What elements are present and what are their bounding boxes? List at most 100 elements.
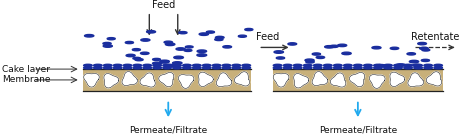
- Circle shape: [334, 67, 342, 69]
- Circle shape: [212, 64, 221, 67]
- Circle shape: [407, 53, 416, 55]
- Circle shape: [103, 67, 112, 69]
- Circle shape: [163, 67, 172, 69]
- Circle shape: [164, 41, 173, 43]
- Circle shape: [182, 67, 191, 69]
- Polygon shape: [216, 73, 232, 87]
- Text: Membrane: Membrane: [2, 75, 51, 84]
- Circle shape: [185, 46, 193, 48]
- Circle shape: [135, 59, 143, 61]
- Circle shape: [283, 64, 292, 67]
- Circle shape: [212, 67, 221, 69]
- Circle shape: [84, 35, 94, 37]
- Circle shape: [273, 67, 282, 69]
- Circle shape: [232, 67, 241, 69]
- Circle shape: [197, 50, 207, 52]
- Polygon shape: [140, 73, 155, 87]
- Circle shape: [223, 46, 232, 48]
- Circle shape: [242, 67, 251, 69]
- Circle shape: [306, 61, 314, 63]
- Circle shape: [153, 64, 162, 67]
- Circle shape: [202, 67, 211, 69]
- Circle shape: [238, 35, 246, 37]
- Circle shape: [173, 64, 181, 67]
- Polygon shape: [199, 72, 213, 86]
- Circle shape: [372, 47, 381, 49]
- Circle shape: [424, 67, 432, 69]
- Polygon shape: [234, 72, 249, 86]
- Polygon shape: [426, 72, 442, 86]
- Circle shape: [344, 64, 352, 67]
- Circle shape: [384, 64, 392, 67]
- Circle shape: [323, 67, 332, 69]
- Circle shape: [173, 62, 182, 64]
- Circle shape: [410, 60, 419, 63]
- Circle shape: [103, 64, 112, 67]
- Polygon shape: [330, 73, 346, 87]
- Circle shape: [192, 67, 201, 69]
- Circle shape: [303, 64, 312, 67]
- Circle shape: [394, 64, 402, 67]
- Circle shape: [206, 31, 214, 33]
- Circle shape: [113, 67, 122, 69]
- Polygon shape: [122, 72, 137, 86]
- Circle shape: [141, 39, 150, 41]
- Circle shape: [232, 64, 241, 67]
- Circle shape: [140, 52, 149, 54]
- Circle shape: [176, 48, 185, 50]
- Circle shape: [312, 53, 320, 55]
- Circle shape: [283, 67, 292, 69]
- Circle shape: [396, 64, 406, 66]
- Circle shape: [344, 67, 352, 69]
- Text: Permeate/Filtrate: Permeate/Filtrate: [129, 125, 208, 134]
- Circle shape: [126, 54, 135, 57]
- Circle shape: [337, 44, 346, 47]
- Circle shape: [376, 64, 386, 67]
- Circle shape: [334, 64, 342, 67]
- Polygon shape: [159, 72, 174, 87]
- Circle shape: [166, 64, 174, 66]
- Circle shape: [418, 42, 427, 45]
- Circle shape: [123, 64, 132, 67]
- Circle shape: [374, 67, 382, 69]
- Polygon shape: [349, 72, 365, 87]
- Circle shape: [153, 62, 162, 65]
- Circle shape: [303, 67, 312, 69]
- Text: Cake layer: Cake layer: [2, 65, 50, 74]
- Circle shape: [364, 67, 372, 69]
- Circle shape: [384, 67, 392, 69]
- Circle shape: [153, 67, 162, 69]
- Circle shape: [354, 64, 362, 67]
- Circle shape: [414, 67, 422, 69]
- Circle shape: [242, 64, 251, 67]
- Polygon shape: [84, 74, 99, 87]
- Circle shape: [202, 64, 211, 67]
- Circle shape: [93, 67, 102, 69]
- Circle shape: [421, 59, 429, 61]
- Circle shape: [153, 58, 161, 61]
- Circle shape: [143, 64, 152, 67]
- Circle shape: [342, 52, 351, 55]
- Circle shape: [273, 64, 282, 67]
- Circle shape: [404, 67, 412, 69]
- Circle shape: [197, 54, 207, 56]
- Polygon shape: [178, 75, 194, 88]
- Circle shape: [215, 38, 223, 41]
- Circle shape: [165, 43, 175, 46]
- Circle shape: [173, 67, 181, 69]
- Circle shape: [434, 64, 442, 67]
- Circle shape: [412, 64, 420, 66]
- Circle shape: [103, 42, 111, 45]
- Circle shape: [222, 64, 231, 67]
- Circle shape: [123, 67, 132, 69]
- Circle shape: [93, 64, 102, 67]
- Circle shape: [192, 64, 201, 67]
- Text: Feed: Feed: [152, 0, 175, 10]
- Circle shape: [422, 49, 430, 51]
- Circle shape: [133, 67, 142, 69]
- Circle shape: [434, 67, 442, 69]
- Circle shape: [293, 67, 302, 69]
- Circle shape: [160, 61, 169, 63]
- Circle shape: [179, 32, 187, 34]
- Circle shape: [414, 64, 422, 67]
